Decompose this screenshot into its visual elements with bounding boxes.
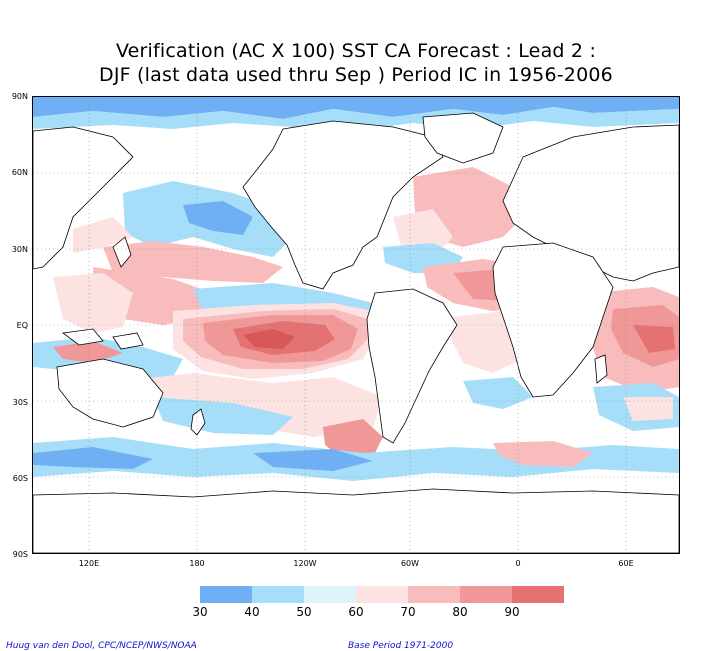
lon-label-0: 0 (515, 559, 521, 568)
lat-label-90n: 90N (11, 92, 28, 101)
colorbar-tick-50: 50 (296, 605, 312, 619)
colorbar-tick-30: 30 (192, 605, 208, 619)
colorbar-tick-90: 90 (504, 605, 520, 619)
indian-ocean-south-light (623, 397, 673, 421)
lat-label-60s: 60S (12, 474, 28, 483)
colorbar-swatch-1 (252, 586, 304, 603)
lat-label-eq: EQ (16, 321, 28, 330)
greenland (422, 112, 504, 164)
sst-verification-map (33, 97, 679, 553)
sst-shading-layer (33, 97, 679, 481)
graticule (33, 97, 679, 553)
lon-label-60e: 60E (618, 559, 634, 568)
lon-label-120e: 120E (78, 559, 100, 568)
indian-ocean-core (633, 325, 675, 353)
colorbar-swatch-3 (356, 586, 408, 603)
africa (492, 242, 614, 398)
lon-label-60w: 60W (400, 559, 420, 568)
west-pacific-pink (53, 273, 133, 333)
colorbar-swatch-5 (460, 586, 512, 603)
north-pacific-pink-light (73, 217, 133, 253)
new-zealand (190, 408, 206, 436)
maritime-pink (53, 341, 123, 363)
land-layer (33, 112, 679, 553)
lon-label-120w: 120W (293, 559, 317, 568)
arctic-band (33, 97, 679, 119)
colorbar (200, 586, 564, 603)
colorbar-swatch-6 (512, 586, 564, 603)
southern-ocean-blue-dark (33, 447, 153, 469)
colorbar-swatch-2 (304, 586, 356, 603)
base-period-text: Base Period 1971-2000 (348, 641, 454, 651)
north-pacific-blue-dark (183, 201, 253, 235)
australia (56, 358, 164, 428)
enso-region-peak (243, 329, 295, 349)
lat-label-30n: 30N (11, 245, 28, 254)
credit-text: Huug van den Dool, CPC/NCEP/NWS/NOAA (6, 641, 197, 651)
indonesia-island-2 (112, 332, 144, 350)
lat-label-90s: 90S (12, 550, 28, 559)
map-title-line-2: DJF (last data used thru Sep ) Period IC… (99, 64, 613, 86)
arctic-light-band (33, 107, 679, 131)
colorbar-swatch-4 (408, 586, 460, 603)
indonesia-island-1 (61, 328, 104, 346)
south-pacific-blue (153, 397, 293, 435)
japan (112, 236, 132, 268)
asia-east (33, 126, 134, 270)
colorbar-tick-40: 40 (244, 605, 260, 619)
colorbar-tick-70: 70 (400, 605, 416, 619)
southern-ocean-blue-dark-2 (253, 449, 373, 471)
lon-label-180: 180 (189, 559, 205, 568)
north-pacific-pink (103, 241, 283, 283)
south-pacific-light (123, 373, 383, 437)
southern-ocean-pink (493, 441, 593, 467)
lat-label-30s: 30S (12, 398, 28, 407)
madagascar (594, 354, 608, 384)
south-atlantic-blue (463, 377, 533, 409)
lat-label-60n: 60N (11, 168, 28, 177)
colorbar-swatch-0 (200, 586, 252, 603)
map-title-line-1: Verification (AC X 100) SST CA Forecast … (115, 40, 597, 62)
south-pacific-pink-patch (323, 419, 383, 459)
colorbar-tick-80: 80 (452, 605, 468, 619)
south-america (366, 288, 458, 444)
map-panel (32, 96, 680, 554)
colorbar-tick-60: 60 (348, 605, 364, 619)
antarctica (33, 488, 679, 553)
